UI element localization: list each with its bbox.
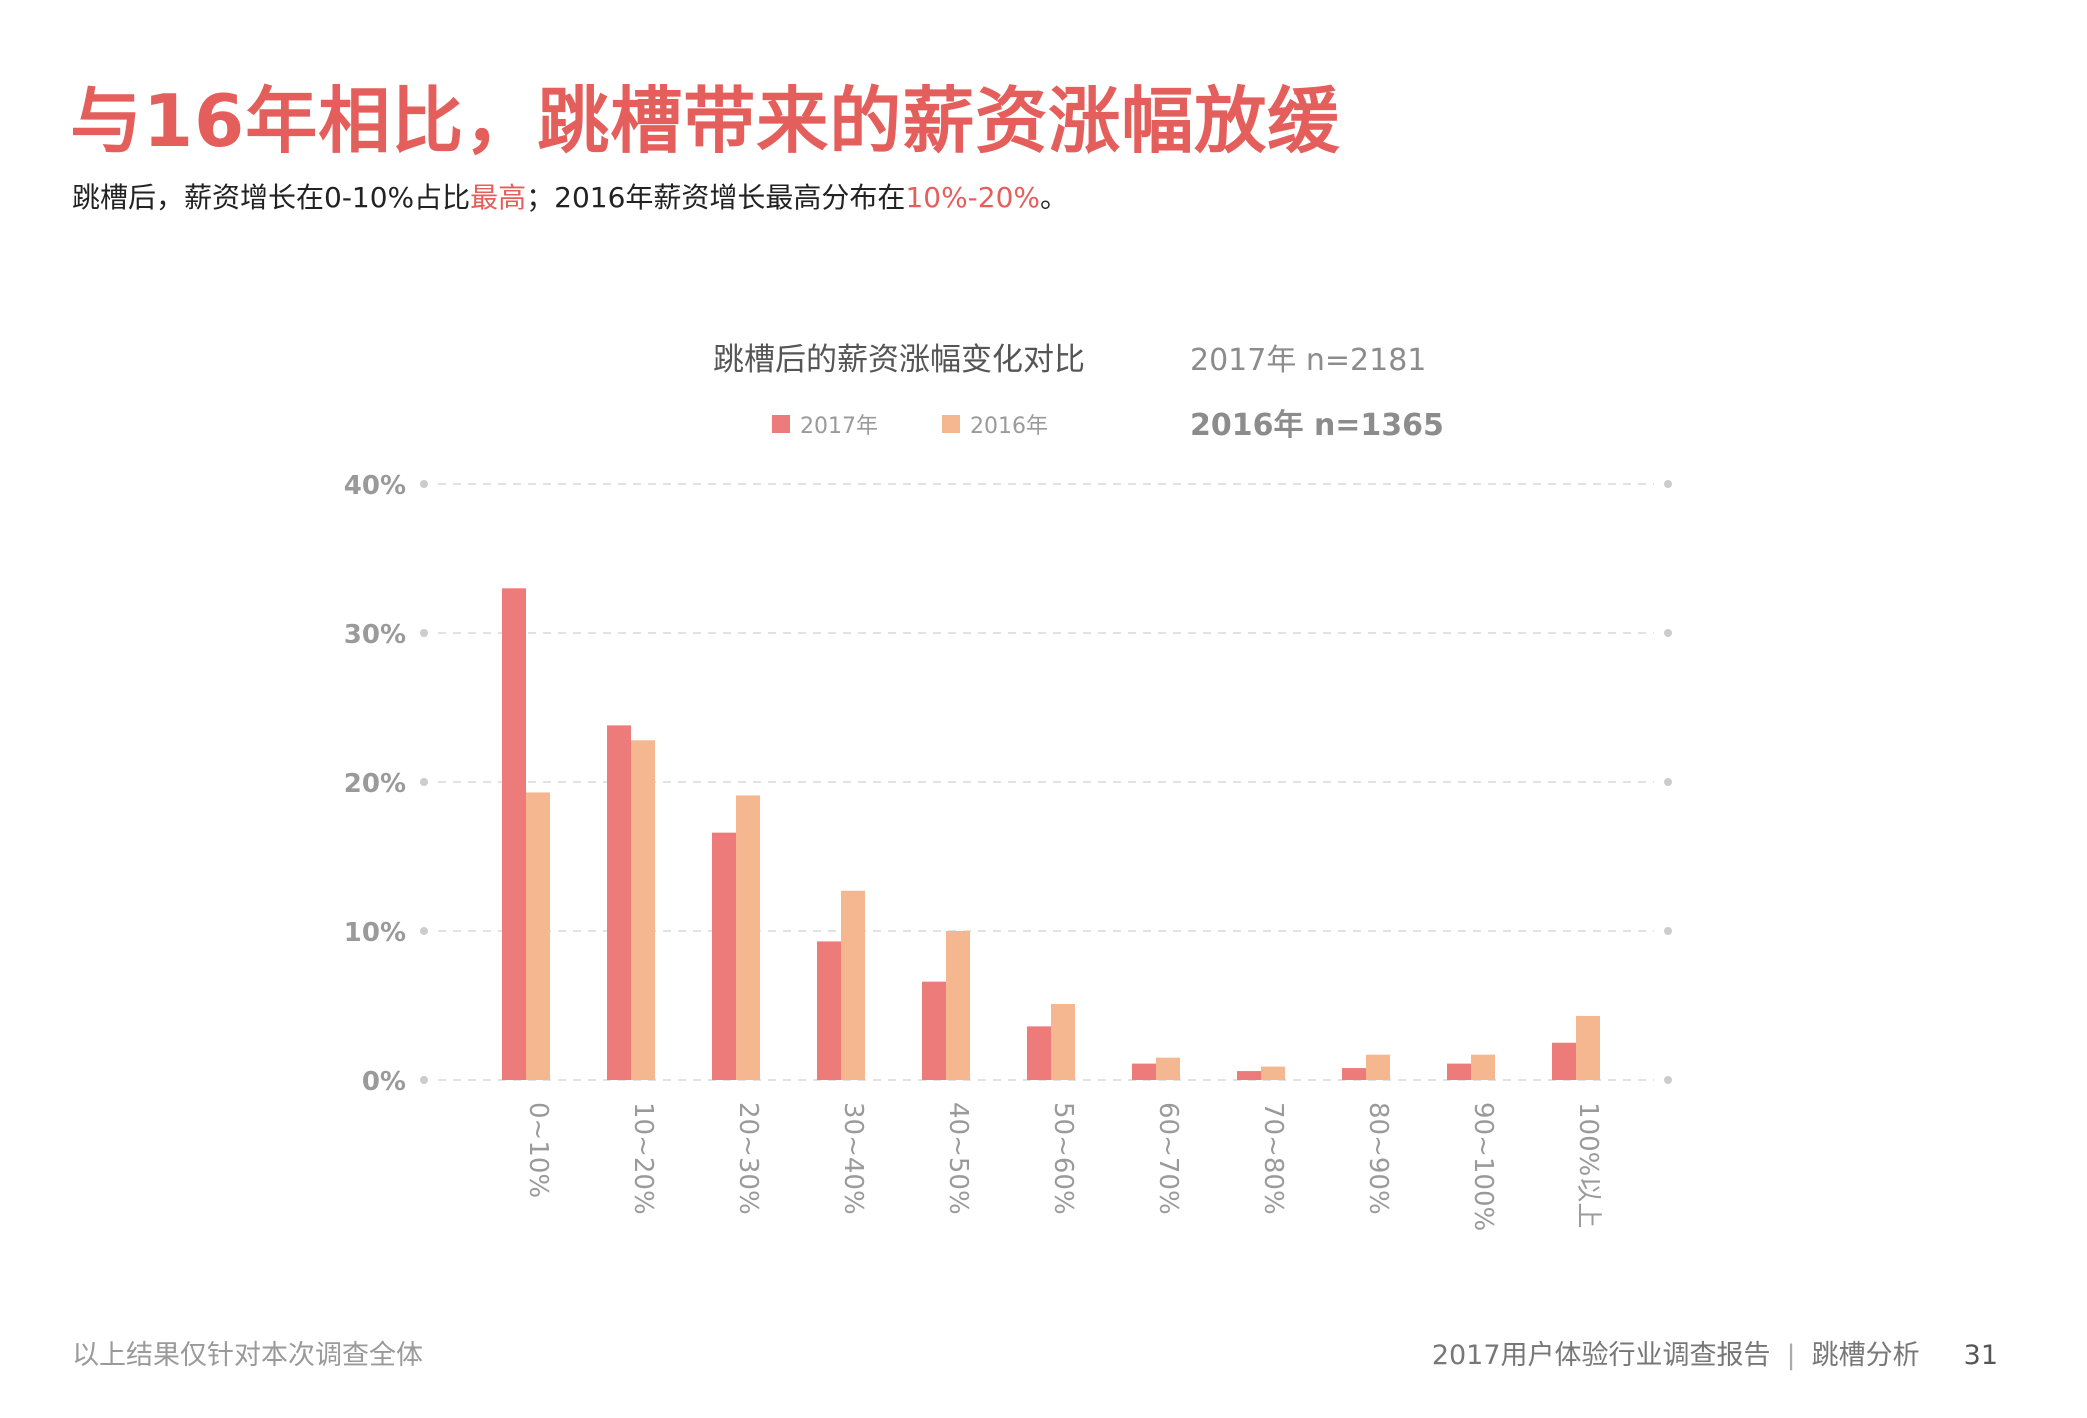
footer-section: 跳槽分析: [1811, 1340, 1920, 1371]
bar-2016: [736, 795, 760, 1080]
gridline-end-dot: [1664, 480, 1672, 488]
bar-2017: [712, 832, 736, 1080]
y-tick-label: 30%: [344, 620, 406, 650]
x-tick-label: 30~40%: [838, 1102, 868, 1215]
legend-swatch-2017: [772, 415, 790, 433]
x-tick-label: 90~100%: [1468, 1102, 1498, 1231]
legend-swatch-2016: [942, 415, 960, 433]
x-tick-label: 0~10%: [523, 1102, 553, 1198]
page-footer: 2017用户体验行业调查报告 | 跳槽分析 31: [1432, 1333, 1998, 1372]
y-tick-label: 0%: [362, 1067, 406, 1097]
gridline-end-dot: [1664, 778, 1672, 786]
sample-size-2016: 2016年 n=1365: [1190, 408, 1444, 443]
bar-2016: [1051, 1004, 1075, 1080]
bar-2017: [502, 588, 526, 1080]
footer-report-title: 2017用户体验行业调查报告: [1431, 1340, 1771, 1371]
footnote: 以上结果仅针对本次调查全体: [72, 1340, 423, 1371]
bar-2016: [1156, 1057, 1180, 1080]
x-tick-label: 80~90%: [1363, 1102, 1393, 1215]
subtitle-highlight-highest: 最高: [470, 181, 527, 214]
gridline-end-dot: [1664, 1076, 1672, 1084]
gridline-end-dot: [1664, 927, 1672, 935]
subtitle-text-1: 跳槽后，薪资增长在0-10%占比: [72, 181, 471, 214]
page-subtitle: 跳槽后，薪资增长在0-10%占比最高；2016年薪资增长最高分布在10%-20%…: [72, 176, 1068, 216]
bar-2016: [946, 931, 970, 1080]
subtitle-text-2: ；2016年薪资增长最高分布在: [526, 181, 906, 214]
gridline-end-dot: [1664, 629, 1672, 637]
x-tick-label: 10~20%: [628, 1102, 658, 1215]
footer-separator: |: [1786, 1340, 1796, 1371]
chart-title: 跳槽后的薪资涨幅变化对比: [713, 342, 1085, 378]
subtitle-highlight-range: 10%-20%: [905, 181, 1041, 214]
bar-2016: [1576, 1015, 1600, 1080]
bar-2017: [1342, 1068, 1366, 1080]
gridline-end-dot: [420, 927, 428, 935]
gridline-end-dot: [420, 778, 428, 786]
bar-2017: [1027, 1026, 1051, 1080]
x-tick-label: 20~30%: [733, 1102, 763, 1215]
page-title: 与16年相比，跳槽带来的薪资涨幅放缓: [70, 79, 1341, 163]
x-tick-label: 40~50%: [943, 1102, 973, 1215]
bar-2017: [1552, 1042, 1576, 1080]
page-number: 31: [1963, 1340, 1998, 1371]
bar-2016: [1471, 1054, 1495, 1080]
legend-label-2017: 2017年: [800, 414, 878, 439]
bar-2017: [1237, 1071, 1261, 1080]
chart-legend: 2017年 2016年: [772, 408, 1112, 440]
subtitle-text-3: 。: [1040, 181, 1069, 214]
legend-item-2016: 2016年: [942, 408, 1048, 440]
bar-2016: [841, 890, 865, 1080]
gridline-end-dot: [420, 1076, 428, 1084]
x-tick-label: 100%以上: [1573, 1102, 1603, 1228]
bar-2017: [817, 941, 841, 1080]
x-tick-label: 70~80%: [1258, 1102, 1288, 1215]
bar-2017: [1132, 1063, 1156, 1080]
bar-2016: [631, 740, 655, 1080]
bar-2016: [1366, 1054, 1390, 1080]
x-tick-label: 50~60%: [1048, 1102, 1078, 1215]
y-tick-label: 10%: [344, 918, 406, 948]
legend-item-2017: 2017年: [772, 408, 878, 440]
bar-2016: [1261, 1066, 1285, 1080]
gridline-end-dot: [420, 480, 428, 488]
x-tick-label: 60~70%: [1153, 1102, 1183, 1215]
bar-2017: [1447, 1063, 1471, 1080]
legend-label-2016: 2016年: [970, 414, 1048, 439]
bar-2017: [922, 981, 946, 1080]
y-tick-label: 40%: [344, 471, 406, 501]
bar-2016: [526, 792, 550, 1080]
y-tick-label: 20%: [344, 769, 406, 799]
sample-size-2017: 2017年 n=2181: [1190, 343, 1427, 378]
bar-2017: [607, 725, 631, 1080]
gridline-end-dot: [420, 629, 428, 637]
